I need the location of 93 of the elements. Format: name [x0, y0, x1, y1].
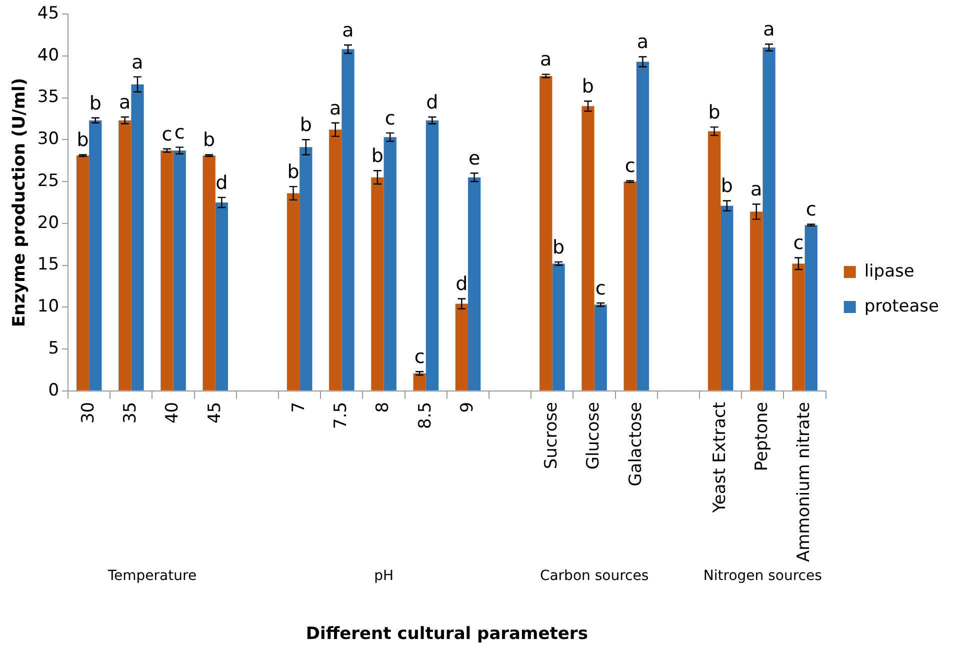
x-tick-label: Peptone [752, 402, 772, 472]
data-label: b [203, 129, 216, 152]
text: Carbon sources [540, 568, 649, 584]
data-label: c [793, 232, 804, 254]
bar [750, 212, 763, 390]
data-label: a [132, 51, 144, 74]
text: Temperature [108, 568, 197, 584]
data-label: b [708, 102, 720, 124]
bar [118, 120, 132, 390]
y-tick-label: 25 [37, 170, 60, 191]
x-tick-label: 7.5 [331, 402, 352, 429]
data-label: b [300, 114, 312, 136]
data-label: a [763, 18, 775, 41]
x-tick-label: 40 [162, 402, 183, 424]
data-label: b [720, 175, 733, 198]
x-tick-label: 7 [289, 402, 310, 413]
y-axis-title: Enzyme production (U/ml) [10, 78, 30, 328]
bar [708, 131, 721, 390]
x-tick-label: 45 [204, 402, 225, 424]
bar [594, 304, 607, 390]
data-label: b [76, 129, 89, 152]
bar [468, 177, 481, 390]
bar [540, 76, 552, 390]
text: Nitrogen sources [703, 568, 822, 584]
bar [384, 137, 396, 390]
y-tick-label: 35 [37, 87, 60, 108]
data-label: c [414, 346, 425, 368]
data-label: b [582, 76, 594, 98]
bar [371, 177, 384, 390]
bar [89, 120, 102, 390]
y-tick-label: 20 [37, 212, 60, 233]
bar [552, 264, 565, 390]
bar [792, 264, 805, 390]
bar [342, 49, 354, 390]
data-label: c [384, 107, 396, 130]
data-label: c [595, 277, 606, 300]
bar [202, 156, 216, 390]
bar [286, 193, 300, 390]
data-label: e [468, 148, 480, 170]
bar [455, 304, 468, 390]
data-label: d [216, 172, 228, 194]
y-tick-label: 45 [37, 3, 60, 24]
data-label: a [540, 48, 552, 71]
bar [636, 62, 650, 390]
y-tick-label: 5 [48, 338, 60, 358]
data-label: a [330, 97, 342, 120]
bar [329, 130, 342, 390]
bar [413, 373, 426, 390]
y-tick-label: 40 [37, 45, 60, 66]
x-tick-label: Ammonium nitrate [794, 402, 814, 562]
x-tick-label: 30 [78, 402, 99, 424]
text: pH [374, 568, 394, 584]
bar [762, 48, 776, 390]
legend-label: lipase [864, 261, 914, 282]
data-label: a [750, 178, 762, 201]
data-label: b [287, 160, 300, 183]
bar [426, 120, 439, 390]
y-tick-label: 10 [37, 296, 60, 317]
data-label: c [162, 123, 172, 146]
bar [300, 147, 312, 390]
data-label: c [174, 122, 185, 144]
bar [131, 84, 144, 390]
bar [624, 182, 636, 390]
x-tick-label: Sucrose [542, 402, 562, 470]
bar [720, 206, 734, 390]
legend-label: protease [864, 296, 940, 316]
data-label: a [119, 91, 131, 114]
bar [582, 106, 594, 390]
bar [804, 225, 818, 390]
x-tick-label: Galactose [626, 402, 646, 486]
data-label: b [552, 236, 565, 258]
y-tick-label: 0 [48, 380, 60, 400]
bar [160, 150, 174, 390]
data-label: b [371, 145, 384, 168]
x-tick-label: 9 [457, 402, 478, 413]
data-label: a [342, 19, 354, 42]
data-label: c [624, 155, 636, 178]
x-tick-label: 8.5 [415, 402, 436, 429]
data-label: d [456, 273, 468, 296]
bar [173, 150, 186, 390]
data-label: b [89, 92, 102, 114]
x-tick-label: 35 [120, 402, 141, 424]
x-axis-title: Different cultural parameters [306, 624, 588, 644]
bar [76, 156, 90, 390]
x-tick-label: Glucose [584, 402, 604, 470]
x-tick-label: Yeast Extract [710, 402, 730, 514]
data-label: d [426, 91, 438, 114]
data-label: a [636, 31, 649, 54]
data-label: c [806, 198, 816, 221]
x-tick-label: 8 [373, 402, 394, 413]
y-tick-label: 30 [37, 129, 60, 150]
y-tick-label: 15 [37, 254, 60, 275]
bar [215, 202, 228, 390]
